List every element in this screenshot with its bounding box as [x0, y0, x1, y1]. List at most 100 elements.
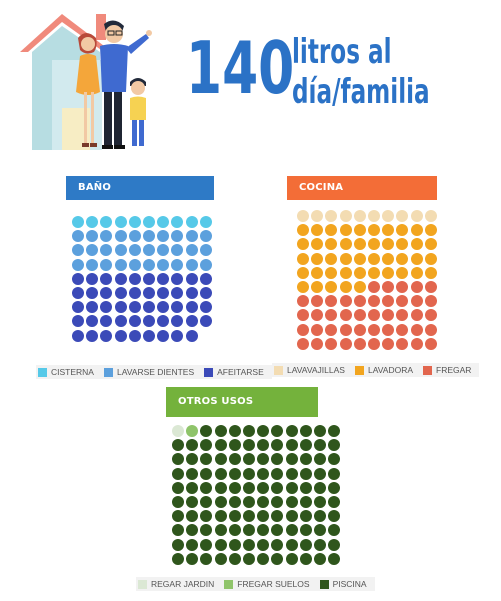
waffle-dot: [325, 252, 338, 265]
waffle-dot: [368, 224, 380, 237]
waffle-dot: [410, 266, 423, 279]
waffle-dot: [325, 238, 338, 251]
waffle-dot: [325, 337, 338, 350]
waffle-dot: [72, 315, 84, 328]
waffle-dot: [382, 266, 395, 279]
waffle-dot: [200, 481, 213, 494]
waffle-dot: [128, 287, 141, 299]
waffle-dot: [339, 210, 352, 222]
waffle-dot: [396, 309, 409, 322]
waffle-dot: [297, 266, 309, 279]
legend-label: PISCINA: [332, 579, 367, 589]
waffle-dot: [299, 496, 312, 508]
waffle-dot: [143, 216, 155, 228]
waffle-dot: [172, 481, 184, 494]
waffle-dot: [143, 272, 155, 285]
waffle-dot: [424, 323, 437, 336]
waffle-dot: [382, 238, 395, 251]
waffle-dot: [271, 425, 284, 437]
waffle-dot: [410, 224, 423, 237]
legend-label: FREGAR: [436, 365, 472, 375]
waffle-dot: [314, 481, 326, 494]
waffle-dot: [72, 301, 84, 314]
waffle-dot: [186, 552, 199, 565]
waffle-dot: [424, 210, 437, 222]
waffle-dot: [271, 481, 284, 494]
waffle-dot: [339, 281, 352, 293]
legend-label: REGAR JARDIN: [151, 579, 215, 589]
waffle-dot: [185, 244, 198, 257]
waffle-dot: [368, 266, 380, 279]
waffle-dot: [311, 210, 324, 222]
waffle-dot: [185, 329, 198, 342]
waffle-dot: [257, 467, 270, 480]
waffle-dot: [243, 538, 255, 551]
waffle-dot: [228, 510, 241, 523]
waffle-dot: [325, 323, 338, 336]
waffle-dot: [114, 216, 127, 228]
waffle-dot: [72, 329, 84, 342]
waffle-dot: [128, 216, 141, 228]
waffle-dot: [72, 287, 84, 299]
waffle-dot: [114, 287, 127, 299]
family-house-illustration: [20, 14, 152, 150]
waffle-dot: [339, 224, 352, 237]
waffle-dot: [186, 439, 199, 452]
waffle-dot: [271, 496, 284, 508]
waffle-dot: [424, 224, 437, 237]
waffle-dot: [157, 230, 170, 243]
waffle-dot: [100, 258, 113, 271]
waffle-dot: [368, 337, 380, 350]
waffle-dot: [314, 453, 326, 466]
headline-number: 140: [186, 26, 295, 110]
waffle-dot: [410, 295, 423, 308]
waffle-dot: [228, 496, 241, 508]
waffle-dot: [297, 337, 309, 350]
waffle-dot: [186, 467, 199, 480]
waffle-dot: [185, 315, 198, 328]
waffle-dot: [199, 216, 212, 228]
waffle-dot: [86, 329, 99, 342]
waffle-dot: [328, 524, 341, 537]
waffle-dot: [199, 258, 212, 271]
waffle-dot: [353, 210, 366, 222]
waffle-dot: [243, 496, 255, 508]
legend-swatch: [354, 365, 364, 375]
waffle-dot: [339, 323, 352, 336]
waffle-dot: [368, 309, 380, 322]
waffle-dot: [382, 295, 395, 308]
waffle-dot: [86, 216, 99, 228]
waffle-dot: [297, 281, 309, 293]
waffle-dot: [171, 329, 184, 342]
waffle-dot: [72, 258, 84, 271]
waffle-dot: [382, 224, 395, 237]
waffle-dot: [243, 510, 255, 523]
waffle-dot: [228, 524, 241, 537]
waffle-dot: [100, 329, 113, 342]
waffle-dot: [410, 238, 423, 251]
headline-line-1: litros al: [292, 32, 392, 72]
waffle-dot: [382, 210, 395, 222]
waffle-dot: [325, 224, 338, 237]
legend-label: LAVARSE DIENTES: [116, 367, 195, 377]
waffle-dot: [285, 453, 298, 466]
waffle-dot: [86, 244, 99, 257]
waffle-dot: [257, 496, 270, 508]
waffle-dot: [311, 224, 324, 237]
waffle-dot: [368, 238, 380, 251]
waffle-dot: [228, 552, 241, 565]
waffle-dot: [143, 301, 155, 314]
waffle-dot: [199, 230, 212, 243]
waffle-dot: [297, 224, 309, 237]
waffle-dot: [243, 552, 255, 565]
waffle-dot: [72, 216, 84, 228]
waffle-dot: [382, 337, 395, 350]
waffle-dot: [314, 538, 326, 551]
waffle-dot: [325, 266, 338, 279]
waffle-dot: [199, 287, 212, 299]
legend-label: AFEITARSE: [217, 367, 264, 377]
waffle-dot: [100, 216, 113, 228]
waffle-dot: [396, 252, 409, 265]
waffle-dot: [214, 425, 227, 437]
waffle-dot: [243, 453, 255, 466]
